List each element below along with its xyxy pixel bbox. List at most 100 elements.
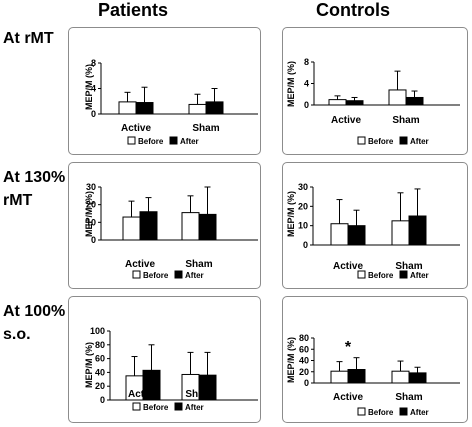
bar-after-active <box>139 211 158 241</box>
legend-swatch-before <box>357 407 366 416</box>
category-label-active: Active <box>121 123 151 134</box>
category-label-sham: Sham <box>392 115 419 126</box>
row-header-100-so: At 100% s.o. <box>3 300 65 346</box>
legend-swatch-after <box>169 136 178 145</box>
y-tick-label: 60 <box>95 354 105 364</box>
y-tick-label: 4 <box>91 84 96 94</box>
y-tick-label: 4 <box>304 79 309 89</box>
y-tick-label: 80 <box>95 340 105 350</box>
category-label-active: Active <box>128 389 158 400</box>
bar-after-sham <box>405 96 424 106</box>
category-label-active: Active <box>333 392 363 403</box>
bar-after-sham <box>408 215 427 246</box>
y-axis-label: MEP/M (%) <box>84 342 94 388</box>
y-tick-label: 40 <box>95 367 105 377</box>
chart-panel-patients-100-so <box>68 296 261 423</box>
category-label-active: Active <box>333 261 363 272</box>
bar-before-active <box>122 216 141 241</box>
y-tick-label: 30 <box>298 182 308 192</box>
row-header-130-rmt: At 130% rMT <box>3 166 65 212</box>
y-tick-label: 30 <box>86 182 96 192</box>
y-tick-label: 60 <box>299 344 309 354</box>
legend-swatch-before <box>132 270 141 279</box>
y-tick-label: 20 <box>298 201 308 211</box>
legend-label-before: Before <box>143 271 169 280</box>
legend-label-after: After <box>410 408 429 417</box>
y-tick-label: 0 <box>304 378 309 388</box>
row-header-line: At rMT <box>3 30 54 47</box>
y-tick-label: 80 <box>299 333 309 343</box>
legend-label-after: After <box>410 271 429 280</box>
bar-after-sham <box>205 101 224 115</box>
row-header-line: rMT <box>3 192 33 209</box>
legend-swatch-after <box>174 402 183 411</box>
legend-swatch-after <box>399 136 408 145</box>
legend-label-after: After <box>410 137 429 146</box>
bar-before-active <box>330 370 349 384</box>
y-tick-label: 0 <box>91 109 96 119</box>
category-label-active: Active <box>125 259 155 270</box>
legend-label-before: Before <box>368 271 394 280</box>
chart-panel-patients-130-rmt <box>68 162 261 289</box>
legend-swatch-after <box>174 270 183 279</box>
chart-panel-controls-rmt <box>282 27 468 155</box>
bar-before-active <box>330 223 349 246</box>
y-tick-label: 10 <box>298 221 308 231</box>
y-tick-label: 40 <box>299 356 309 366</box>
bar-after-active <box>347 369 366 384</box>
bar-after-sham <box>408 372 427 384</box>
legend-label-after: After <box>185 271 204 280</box>
category-label-sham: Sham <box>185 389 212 400</box>
category-label-sham: Sham <box>185 259 212 270</box>
legend-label-before: Before <box>143 403 169 412</box>
y-tick-label: 20 <box>95 381 105 391</box>
row-header-line: At 130% <box>3 169 66 186</box>
legend-swatch-after <box>399 270 408 279</box>
row-header-line: s.o. <box>3 326 31 343</box>
row-header-rmt: At rMT <box>3 27 54 50</box>
y-tick-label: 0 <box>91 235 96 245</box>
chart-panel-controls-100-so <box>282 296 468 423</box>
legend-label-before: Before <box>138 137 164 146</box>
bar-before-active <box>118 101 137 115</box>
significance-asterisk: * <box>345 339 352 356</box>
bar-after-active <box>135 102 154 115</box>
column-header-patients: Patients <box>98 0 169 20</box>
y-tick-label: 8 <box>304 57 309 67</box>
category-label-sham: Sham <box>395 261 422 272</box>
legend-swatch-after <box>399 407 408 416</box>
bar-before-sham <box>391 220 410 246</box>
y-tick-label: 100 <box>90 326 105 336</box>
y-axis-label: MEP/M (%) <box>286 61 296 107</box>
bar-before-sham <box>188 103 207 115</box>
bar-before-sham <box>391 370 410 384</box>
bar-after-active <box>347 225 366 246</box>
y-tick-label: 10 <box>86 217 96 227</box>
category-label-active: Active <box>331 115 361 126</box>
legend-label-before: Before <box>368 137 394 146</box>
bar-before-active <box>328 99 347 106</box>
legend-swatch-before <box>357 270 366 279</box>
y-axis-label: MEP/M (%) <box>84 64 94 110</box>
category-label-sham: Sham <box>192 123 219 134</box>
y-tick-label: 0 <box>100 395 105 405</box>
legend-swatch-before <box>357 136 366 145</box>
row-header-line: At 100% <box>3 303 66 320</box>
legend-swatch-before <box>127 136 136 145</box>
y-tick-label: 0 <box>304 100 309 110</box>
legend-label-before: Before <box>368 408 394 417</box>
y-tick-label: 20 <box>86 200 96 210</box>
bar-after-active <box>345 100 364 106</box>
y-tick-label: 0 <box>303 240 308 250</box>
bar-after-sham <box>198 213 217 241</box>
y-axis-label: MEP/M (%) <box>286 191 296 237</box>
y-tick-label: 8 <box>91 58 96 68</box>
bar-before-sham <box>181 212 200 241</box>
bar-before-sham <box>388 89 407 106</box>
y-tick-label: 20 <box>299 367 309 377</box>
chart-panel-patients-rmt <box>68 27 261 155</box>
category-label-sham: Sham <box>395 392 422 403</box>
legend-label-after: After <box>185 403 204 412</box>
y-axis-label: MEP/M (%) <box>286 337 296 383</box>
